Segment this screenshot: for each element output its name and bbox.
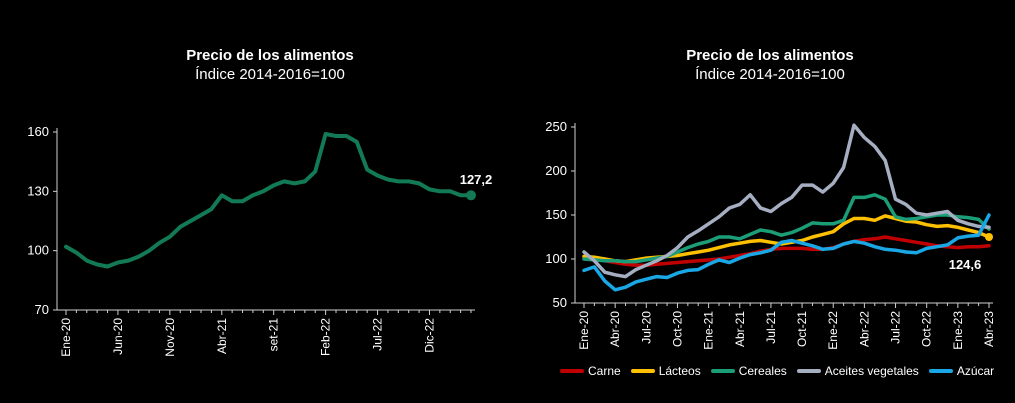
legend-item-aceites-vegetales: Aceites vegetales bbox=[796, 364, 919, 378]
legend-swatch bbox=[928, 369, 953, 373]
y-tick-label: 100 bbox=[545, 251, 567, 266]
x-tick-label: Ene-23 bbox=[951, 311, 965, 350]
y-tick-label: 250 bbox=[545, 119, 567, 134]
x-tick-label: Ene-21 bbox=[702, 311, 716, 350]
series-line-lácteos bbox=[582, 214, 991, 264]
x-tick-label: Abr-21 bbox=[733, 311, 747, 347]
y-tick-label: 150 bbox=[545, 207, 567, 222]
x-tick-label: Abr-20 bbox=[608, 311, 622, 347]
legend-label: Carne bbox=[588, 364, 621, 378]
legend-swatch bbox=[630, 369, 655, 373]
series-line-0 bbox=[64, 132, 473, 269]
series-line-cereales bbox=[582, 193, 991, 264]
legend-item-lácteos: Lácteos bbox=[630, 364, 701, 378]
y-tick-label: 200 bbox=[545, 163, 567, 178]
end-value-label: 124,6 bbox=[949, 257, 982, 272]
legend-label: Azúcar bbox=[956, 364, 995, 378]
legend-item-carne: Carne bbox=[560, 364, 621, 378]
left-chart-subtitle: Índice 2014-2016=100 bbox=[195, 66, 345, 83]
left-chart-title: Precio de los alimentos Índice 2014-2016… bbox=[60, 46, 480, 84]
x-tick-label: Jul-22 bbox=[889, 311, 903, 344]
x-tick-label: Abr-21 bbox=[215, 318, 229, 354]
x-tick-label: Oct-22 bbox=[920, 311, 934, 347]
end-point-marker bbox=[466, 190, 476, 201]
x-tick-label: Jun-20 bbox=[111, 318, 125, 355]
y-tick-label: 130 bbox=[27, 183, 49, 198]
x-tick-label: Jul-22 bbox=[371, 318, 385, 351]
y-tick-label: 100 bbox=[27, 243, 49, 258]
legend-label: Cereales bbox=[738, 364, 787, 378]
legend-label: Lácteos bbox=[658, 364, 701, 378]
y-tick-label: 160 bbox=[27, 124, 49, 139]
x-tick-label: Nov-20 bbox=[163, 318, 177, 357]
legend-swatch bbox=[710, 369, 735, 373]
legend-label: Aceites vegetales bbox=[824, 364, 919, 378]
x-tick-label: Ene-20 bbox=[59, 318, 73, 357]
series-line-azúcar bbox=[582, 213, 991, 292]
series-line-aceites-vegetales bbox=[582, 123, 991, 279]
y-tick-label: 70 bbox=[35, 302, 49, 317]
right-chart-legend: Carne Lácteos Cereales Aceites vegetales Azú… bbox=[560, 364, 1004, 378]
x-tick-label: Ene-20 bbox=[577, 311, 591, 350]
x-tick-label: Feb-22 bbox=[319, 318, 333, 356]
right-chart-title: Precio de los alimentos Índice 2014-2016… bbox=[560, 46, 980, 84]
x-tick-label: set-21 bbox=[267, 318, 281, 352]
right-chart-subtitle: Índice 2014-2016=100 bbox=[695, 66, 845, 83]
legend-item-azúcar: Azúcar bbox=[928, 364, 995, 378]
left-line-chart: 70 100 130 160 Ene-20 Jun-20 Nov-20 Abr-21 set-2… bbox=[27, 124, 493, 357]
legend-item-cereales: Cereales bbox=[710, 364, 787, 378]
x-tick-label: Dic-22 bbox=[422, 318, 436, 353]
end-value-label: 127,2 bbox=[460, 172, 493, 187]
x-tick-label: Ene-22 bbox=[826, 311, 840, 350]
legend-swatch bbox=[560, 369, 584, 373]
left-chart-title-main: Precio de los alimentos bbox=[186, 47, 354, 64]
x-tick-label: Oct-20 bbox=[670, 311, 684, 347]
end-point-marker bbox=[985, 233, 993, 241]
right-line-chart: 50 100 150 200 250 Ene-20 Abr-20 Jul-20 Oct-20 En… bbox=[545, 119, 996, 350]
x-tick-label: Jul-21 bbox=[764, 311, 778, 344]
legend-swatch bbox=[796, 369, 821, 373]
x-tick-label: Oct-21 bbox=[795, 311, 809, 347]
right-chart-title-main: Precio de los alimentos bbox=[686, 47, 854, 64]
x-tick-label: Abr-22 bbox=[857, 311, 871, 347]
x-tick-label: Jul-20 bbox=[639, 311, 653, 344]
y-tick-label: 50 bbox=[553, 295, 567, 310]
x-tick-label: Abr-23 bbox=[982, 311, 996, 347]
